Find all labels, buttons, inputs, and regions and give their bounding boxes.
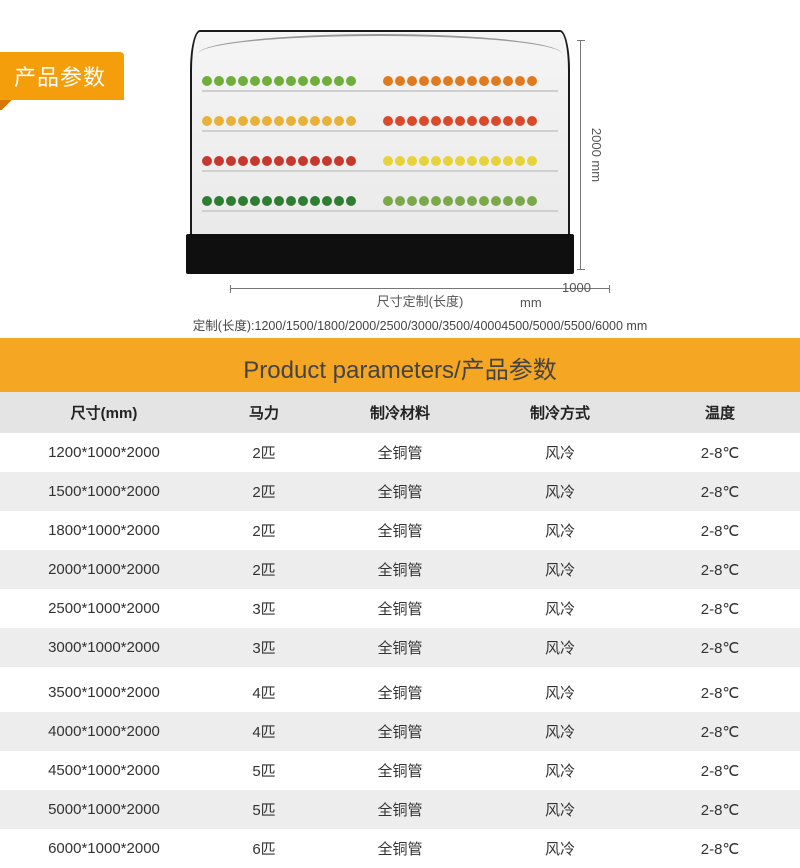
cell-temp: 2-8℃ [640, 712, 800, 751]
cell-hp: 6匹 [208, 829, 320, 868]
cell-mat: 全铜管 [320, 790, 480, 829]
cell-mat: 全铜管 [320, 511, 480, 550]
cell-temp: 2-8℃ [640, 670, 800, 712]
cell-hp: 4匹 [208, 712, 320, 751]
table-row: 1200*1000*20002匹全铜管风冷2-8℃ [0, 433, 800, 472]
cell-temp: 2-8℃ [640, 628, 800, 670]
cell-cool: 风冷 [480, 511, 640, 550]
cell-size: 4000*1000*2000 [0, 712, 208, 751]
cell-hp: 2匹 [208, 472, 320, 511]
cell-cool: 风冷 [480, 751, 640, 790]
table-row: 3500*1000*20004匹全铜管风冷2-8℃ [0, 670, 800, 712]
cell-mat: 全铜管 [320, 433, 480, 472]
table-header-row: 尺寸(mm) 马力 制冷材料 制冷方式 温度 [0, 392, 800, 433]
custom-length-note: 定制(长度):1200/1500/1800/2000/2500/3000/350… [150, 315, 690, 334]
cell-temp: 2-8℃ [640, 550, 800, 589]
cell-cool: 风冷 [480, 712, 640, 751]
table-row: 1800*1000*20002匹全铜管风冷2-8℃ [0, 511, 800, 550]
cell-hp: 5匹 [208, 790, 320, 829]
cell-size: 2500*1000*2000 [0, 589, 208, 628]
cell-mat: 全铜管 [320, 589, 480, 628]
height-dimension: 2000 mm [580, 40, 630, 270]
cell-cool: 风冷 [480, 670, 640, 712]
cell-size: 5000*1000*2000 [0, 790, 208, 829]
cell-cool: 风冷 [480, 472, 640, 511]
depth-dimension: 1000 mm [520, 280, 600, 310]
cell-cool: 风冷 [480, 790, 640, 829]
col-size: 尺寸(mm) [0, 392, 208, 433]
cell-size: 3000*1000*2000 [0, 628, 208, 670]
table-row: 2500*1000*20003匹全铜管风冷2-8℃ [0, 589, 800, 628]
col-material: 制冷材料 [320, 392, 480, 433]
cell-size: 1500*1000*2000 [0, 472, 208, 511]
table-row: 3000*1000*20003匹全铜管风冷2-8℃ [0, 628, 800, 670]
cell-hp: 4匹 [208, 670, 320, 712]
cell-cool: 风冷 [480, 829, 640, 868]
table-row: 4000*1000*20004匹全铜管风冷2-8℃ [0, 712, 800, 751]
cell-hp: 5匹 [208, 751, 320, 790]
cell-size: 4500*1000*2000 [0, 751, 208, 790]
section-tab: 产品参数 [0, 52, 124, 100]
cell-mat: 全铜管 [320, 829, 480, 868]
cell-mat: 全铜管 [320, 670, 480, 712]
product-diagram: 2000 mm 尺寸定制(长度) 1000 mm 定制(长度):1200/150… [150, 20, 690, 310]
cell-mat: 全铜管 [320, 712, 480, 751]
col-temperature: 温度 [640, 392, 800, 433]
cell-cool: 风冷 [480, 589, 640, 628]
cell-temp: 2-8℃ [640, 790, 800, 829]
cell-temp: 2-8℃ [640, 511, 800, 550]
cell-mat: 全铜管 [320, 472, 480, 511]
table-row: 6000*1000*20006匹全铜管风冷2-8℃ [0, 829, 800, 868]
spec-table: 尺寸(mm) 马力 制冷材料 制冷方式 温度 1200*1000*20002匹全… [0, 392, 800, 868]
table-row: 4500*1000*20005匹全铜管风冷2-8℃ [0, 751, 800, 790]
cell-hp: 3匹 [208, 628, 320, 670]
cell-hp: 2匹 [208, 511, 320, 550]
cell-cool: 风冷 [480, 628, 640, 670]
cell-temp: 2-8℃ [640, 589, 800, 628]
table-row: 1500*1000*20002匹全铜管风冷2-8℃ [0, 472, 800, 511]
cell-mat: 全铜管 [320, 550, 480, 589]
col-cooling: 制冷方式 [480, 392, 640, 433]
cell-size: 3500*1000*2000 [0, 670, 208, 712]
cell-mat: 全铜管 [320, 628, 480, 670]
cell-cool: 风冷 [480, 433, 640, 472]
cell-temp: 2-8℃ [640, 433, 800, 472]
cell-hp: 3匹 [208, 589, 320, 628]
cell-mat: 全铜管 [320, 751, 480, 790]
cell-hp: 2匹 [208, 433, 320, 472]
cell-temp: 2-8℃ [640, 829, 800, 868]
table-row: 5000*1000*20005匹全铜管风冷2-8℃ [0, 790, 800, 829]
cell-size: 1200*1000*2000 [0, 433, 208, 472]
cell-size: 2000*1000*2000 [0, 550, 208, 589]
cabinet-illustration: 2000 mm 尺寸定制(长度) 1000 mm [190, 30, 570, 270]
cell-size: 6000*1000*2000 [0, 829, 208, 868]
cell-cool: 风冷 [480, 550, 640, 589]
col-horsepower: 马力 [208, 392, 320, 433]
table-row: 2000*1000*20002匹全铜管风冷2-8℃ [0, 550, 800, 589]
cell-hp: 2匹 [208, 550, 320, 589]
table-header-bar: Product parameters/产品参数 [0, 338, 800, 395]
cell-size: 1800*1000*2000 [0, 511, 208, 550]
cell-temp: 2-8℃ [640, 751, 800, 790]
cell-temp: 2-8℃ [640, 472, 800, 511]
